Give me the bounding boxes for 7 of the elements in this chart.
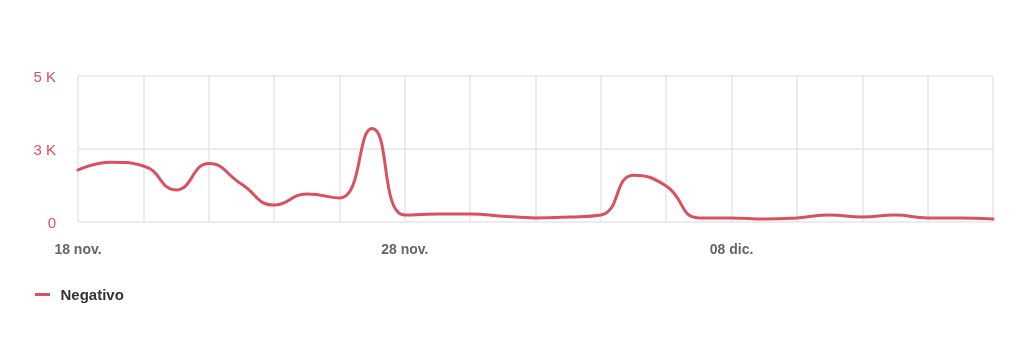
x-tick-label: 08 dic. bbox=[709, 241, 754, 257]
y-tick-label: 0 bbox=[47, 213, 56, 231]
legend-label: Negativo bbox=[60, 286, 124, 303]
y-tick-label: 3 K bbox=[33, 140, 56, 158]
y-tick-label: 5 K bbox=[33, 67, 56, 85]
x-tick-label: 28 nov. bbox=[381, 241, 429, 257]
x-tick-label: 18 nov. bbox=[54, 241, 102, 257]
